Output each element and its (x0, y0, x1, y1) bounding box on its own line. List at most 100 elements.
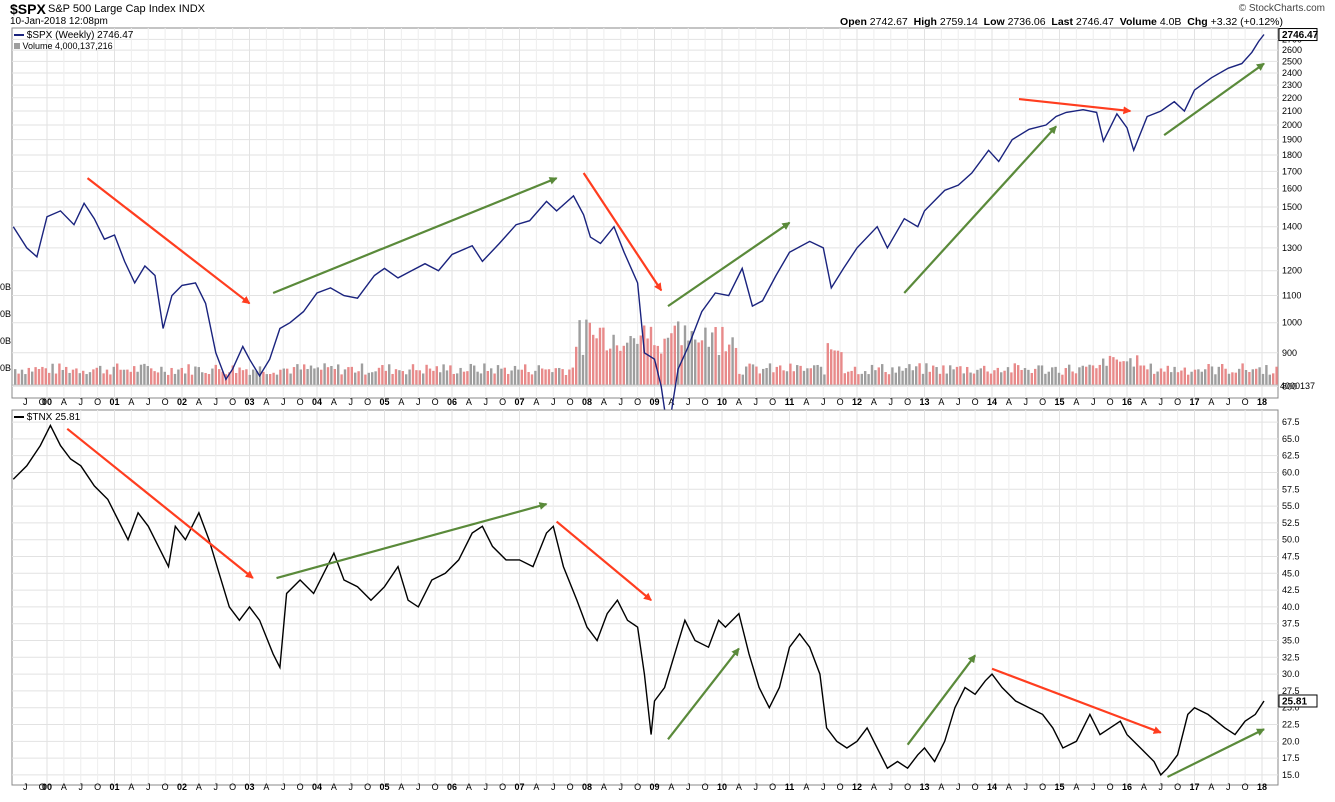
volume-bar (1112, 357, 1115, 385)
volume-bar (1034, 368, 1037, 385)
volume-bar (517, 369, 520, 385)
volume-bar (343, 369, 347, 385)
volume-bar (653, 345, 656, 385)
volume-bar (133, 366, 136, 385)
spx-x-tick-label: O (702, 397, 709, 407)
tnx-x-tick-label: J (619, 782, 624, 792)
volume-bar (401, 371, 404, 385)
tnx-last-value-label: 25.81 (1282, 696, 1307, 707)
tnx-x-tick-label: O (39, 782, 46, 792)
volume-bar (704, 327, 707, 385)
spx-x-tick-label: J (349, 397, 354, 407)
spx-x-year-label: 06 (447, 397, 457, 407)
volume-bar (269, 374, 272, 385)
tnx-x-tick-label: A (938, 782, 944, 792)
volume-bar (779, 365, 782, 385)
spx-x-tick-label: J (23, 397, 28, 407)
volume-bar (17, 373, 20, 385)
volume-bar (367, 372, 370, 385)
volume-bar (666, 337, 670, 385)
volume-bar (1255, 368, 1258, 385)
spx-x-tick-label: J (821, 397, 826, 407)
volume-bar (289, 373, 292, 385)
volume-bar (503, 367, 506, 385)
volume-bar (707, 346, 710, 385)
tnx-y-tick-label: 25.0 (1282, 703, 1300, 713)
tnx-x-tick-label: O (432, 782, 439, 792)
volume-bar (1149, 363, 1152, 385)
volume-bar (969, 372, 972, 385)
tnx-x-tick-label: A (398, 782, 404, 792)
volume-bar (112, 366, 115, 385)
volume-bar (391, 373, 394, 385)
tnx-x-tick-label: A (1006, 782, 1012, 792)
symbol[interactable]: $SPX (10, 1, 46, 17)
volume-bar (1248, 372, 1251, 385)
volume-bar (330, 365, 333, 385)
tnx-x-tick-label: J (754, 782, 759, 792)
volume-bar (466, 371, 469, 385)
volume-bar (1265, 365, 1268, 385)
volume-bar (898, 366, 901, 385)
spx-green-trend-arrow (1163, 62, 1265, 137)
volume-bar (1003, 370, 1006, 385)
volume-bar (819, 366, 823, 385)
volume-legend-swatch (14, 43, 20, 49)
tnx-legend: $TNX 25.81 (14, 412, 80, 423)
volume-bar (78, 373, 81, 385)
volume-bar (1105, 365, 1108, 385)
volume-bar (1125, 361, 1129, 385)
volume-bar (694, 339, 697, 385)
volume-bar (1078, 367, 1081, 385)
volume-bar (792, 371, 795, 385)
volume-bar (680, 345, 683, 385)
volume-bar (520, 369, 523, 385)
volume-bar (677, 321, 680, 385)
tnx-green-trend-arrow (667, 647, 740, 740)
spx-green-trend-arrow (903, 125, 1057, 294)
volume-bar (853, 366, 857, 385)
volume-bar (381, 365, 384, 385)
tnx-x-tick-label: A (1208, 782, 1214, 792)
volume-bar (955, 366, 959, 385)
volume-bar (340, 374, 343, 385)
tnx-x-tick-label: J (349, 782, 354, 792)
tnx-legend-title: $TNX 25.81 (26, 412, 81, 423)
volume-axis-label: 4000137 (1280, 381, 1315, 391)
volume-bar (639, 335, 642, 385)
volume-bar (1170, 372, 1173, 385)
volume-bar (558, 367, 561, 385)
spx-y-tick-label: 800 (1282, 381, 1297, 391)
tnx-y-tick-label: 55.0 (1282, 501, 1300, 511)
spx-x-year-label: 05 (379, 397, 389, 407)
volume-bar (354, 372, 357, 385)
volume-bar (527, 372, 530, 385)
spx-x-year-label: 16 (1122, 397, 1132, 407)
volume-bar (1068, 364, 1071, 385)
spx-x-tick-label: J (146, 397, 151, 407)
spx-x-tick-label: O (162, 397, 169, 407)
volume-bar (605, 350, 608, 385)
volume-bar (945, 373, 948, 385)
spx-x-tick-label: A (1006, 397, 1012, 407)
volume-bar (602, 327, 605, 385)
tnx-x-tick-label: O (769, 782, 776, 792)
spx-y-tick-label: 1000 (1282, 318, 1302, 328)
volume-bar (595, 338, 598, 385)
spx-x-tick-label: J (1159, 397, 1164, 407)
spx-green-trend-arrow (667, 221, 791, 308)
volume-bar (745, 366, 748, 385)
volume-bar (1163, 371, 1166, 385)
spx-x-year-label: 12 (852, 397, 862, 407)
volume-bar (619, 350, 622, 385)
volume-bar (1180, 370, 1183, 385)
volume-bar (92, 369, 95, 385)
spx-x-tick-label: A (533, 397, 539, 407)
volume-bar (1200, 371, 1203, 385)
volume-bar (1023, 368, 1027, 385)
volume-bar (1115, 359, 1118, 385)
volume-bar (721, 326, 724, 385)
tnx-x-tick-label: J (1024, 782, 1029, 792)
tnx-x-year-label: 06 (447, 782, 457, 792)
